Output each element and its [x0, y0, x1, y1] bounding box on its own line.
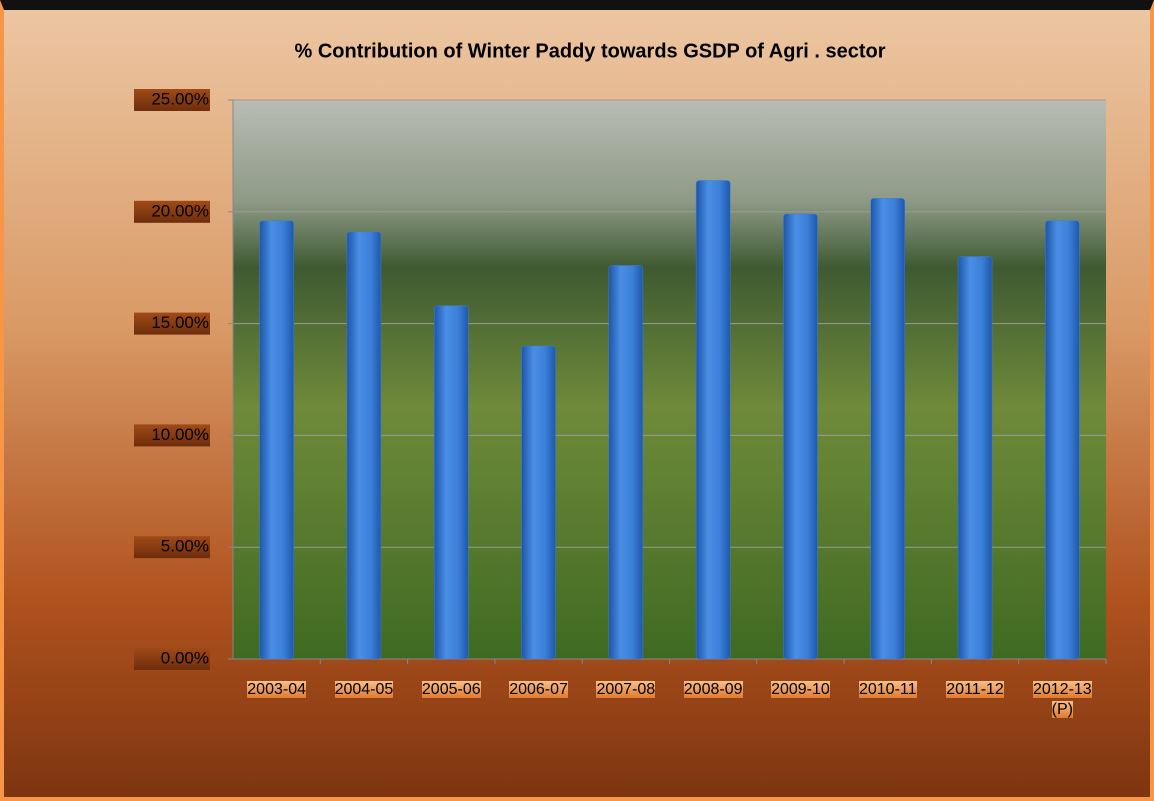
- x-tick-text: 2010-11: [858, 681, 917, 698]
- y-tick-label: 25.00%: [151, 89, 209, 108]
- x-tick-label: 2005-06: [411, 680, 491, 700]
- chart-title: % Contribution of Winter Paddy towards G…: [295, 40, 886, 62]
- bar: [783, 213, 818, 660]
- bar: [434, 305, 469, 660]
- bar: [608, 265, 644, 660]
- x-tick-text: 2011-12: [946, 681, 1004, 698]
- bar: [870, 198, 905, 660]
- y-tick-label-background: [134, 424, 210, 447]
- x-tick-label: 2012-13 (P): [1022, 680, 1102, 720]
- bar: [346, 231, 382, 660]
- bar: [259, 220, 294, 660]
- x-tick-label: 2003-04: [237, 680, 317, 700]
- x-tick-label: 2009-10: [760, 680, 840, 700]
- bar: [695, 180, 731, 660]
- bar: [957, 256, 993, 660]
- y-tick-label-background: [134, 648, 210, 670]
- y-tick-label-background: [134, 89, 210, 111]
- y-tick-label: 10.00%: [151, 425, 209, 444]
- y-tick-label-background: [134, 536, 210, 559]
- y-tick-label: 5.00%: [161, 537, 209, 556]
- bar: [521, 345, 556, 660]
- x-tick-label: 2004-05: [324, 680, 404, 700]
- bar: [1045, 220, 1080, 660]
- x-tick-label: 2010-11: [848, 680, 928, 700]
- y-tick-label-background: [134, 200, 210, 223]
- x-tick-label: 2011-12: [935, 680, 1015, 700]
- x-tick-label: 2008-09: [673, 680, 753, 700]
- y-tick-label: 0.00%: [161, 648, 209, 667]
- x-tick-text: 2003-04: [247, 681, 306, 698]
- y-tick-label-background: [134, 312, 210, 335]
- x-tick-text: 2007-08: [596, 681, 656, 698]
- x-tick-text: 2008-09: [683, 681, 743, 698]
- x-tick-text: 2006-07: [509, 681, 568, 698]
- y-tick-label: 15.00%: [151, 313, 209, 332]
- x-tick-label: 2006-07: [499, 680, 579, 700]
- x-tick-label: 2007-08: [586, 680, 666, 700]
- x-tick-text: 2004-05: [334, 681, 394, 698]
- x-tick-text: 2009-10: [771, 681, 830, 698]
- x-tick-text: 2012-13 (P): [1032, 681, 1092, 718]
- x-tick-text: 2005-06: [421, 681, 481, 698]
- y-tick-label: 20.00%: [151, 201, 209, 220]
